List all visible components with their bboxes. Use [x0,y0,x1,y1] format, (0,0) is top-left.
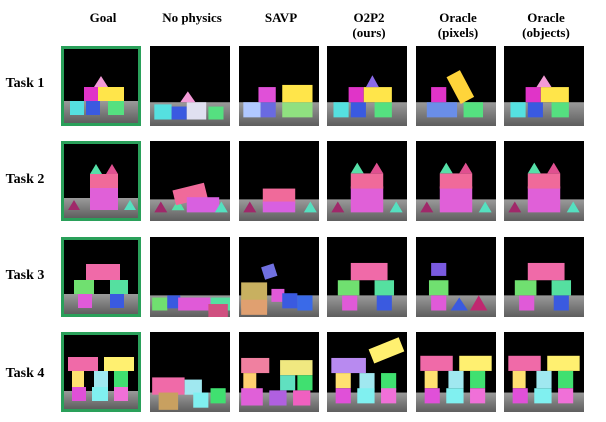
scene-task-2-goal [61,141,141,221]
row-label-task-3: Task 3 [5,268,45,283]
column-header-line: SAVP [264,10,298,25]
column-header-line: Oracle [527,10,565,25]
row-label-task-2: Task 2 [5,172,45,187]
scene-task-3-no-physics [150,237,230,317]
scene-task-2-o2p2 [327,141,407,221]
column-header-line: (pixels) [437,25,479,40]
scene-task-2-oracle-objects [504,141,584,221]
scene-task-1-no-physics [150,46,230,126]
row-label-task-1: Task 1 [5,76,45,91]
scene-task-2-no-physics [150,141,230,221]
column-header-line: Oracle [439,10,477,25]
column-header-savp: SAVP [239,10,323,25]
scene-task-4-oracle-objects [504,332,584,412]
column-header-line: (objects) [522,25,570,40]
scene-task-4-o2p2 [327,332,407,412]
column-header-no-physics: No physics [150,10,234,25]
column-header-line: Goal [89,10,117,25]
column-header-line: No physics [162,10,222,25]
scene-task-2-oracle-pixels [416,141,496,221]
scene-task-1-o2p2 [327,46,407,126]
column-header-goal: Goal [61,10,145,25]
column-header-line: O2P2 [353,10,385,25]
scene-task-2-savp [239,141,319,221]
column-header-line: (ours) [352,25,386,40]
scene-task-4-no-physics [150,332,230,412]
scene-task-4-oracle-pixels [416,332,496,412]
scene-task-3-goal [61,237,141,317]
scene-task-1-goal [61,46,141,126]
scene-task-4-savp [239,332,319,412]
scene-task-3-oracle-objects [504,237,584,317]
row-label-task-4: Task 4 [5,366,45,381]
scene-task-3-o2p2 [327,237,407,317]
scene-task-1-oracle-objects [504,46,584,126]
scene-task-1-oracle-pixels [416,46,496,126]
column-header-o2p2: O2P2 (ours) [327,10,411,40]
scene-task-3-oracle-pixels [416,237,496,317]
scene-task-3-savp [239,237,319,317]
scene-task-1-savp [239,46,319,126]
column-header-oracle-objects: Oracle (objects) [504,10,588,40]
scene-task-4-goal [61,332,141,412]
column-header-oracle-pixels: Oracle (pixels) [416,10,500,40]
